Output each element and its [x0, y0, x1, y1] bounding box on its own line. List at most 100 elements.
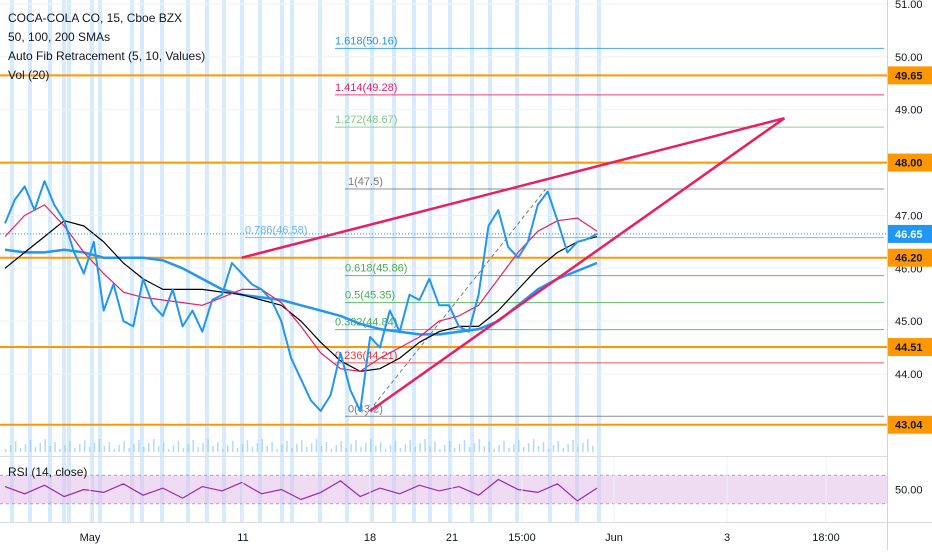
volume-bar	[217, 442, 219, 452]
volume-bar	[59, 449, 61, 452]
volume-bar	[88, 447, 91, 452]
volume-bar	[14, 441, 17, 452]
volume-bar	[118, 445, 120, 452]
volume-bar	[345, 448, 347, 452]
volume-bar	[389, 445, 392, 452]
volume-bar	[557, 441, 560, 452]
session-shade	[428, 0, 432, 456]
x-axis-tick-label: May	[80, 532, 101, 544]
volume-bar	[419, 443, 421, 452]
volume-bar	[172, 445, 175, 452]
volume-bar	[19, 448, 22, 452]
price-tag-label: 46.65	[895, 229, 923, 241]
volume-bar	[261, 439, 264, 452]
volume-bar	[379, 442, 382, 452]
volume-bar	[562, 448, 564, 452]
volume-bar	[227, 445, 229, 452]
volume-bar	[375, 446, 377, 452]
price-tag-label: 48.00	[895, 158, 923, 170]
volume-bar	[296, 444, 298, 452]
volume-bar	[468, 447, 471, 452]
volume-bar	[138, 440, 140, 452]
price-tag	[888, 248, 932, 267]
y-axis-tick-label: 47.00	[895, 210, 923, 222]
volume-bar	[592, 446, 594, 452]
volume-bar	[542, 442, 545, 452]
volume-bar	[74, 448, 76, 452]
session-shade	[318, 0, 322, 456]
volume-bar	[236, 448, 239, 452]
volume-bar	[582, 443, 584, 452]
volume-bar	[305, 447, 308, 452]
volume-bar	[325, 442, 328, 452]
sma-50-line	[4, 204, 598, 372]
volume-bar	[128, 448, 130, 452]
volume-bar	[49, 446, 51, 452]
volume-bar	[182, 448, 185, 452]
session-shade	[98, 0, 102, 456]
price-line	[4, 180, 598, 412]
sma-indicator-label[interactable]: 50, 100, 200 SMAs	[8, 30, 111, 44]
fib-level-label: 0(43.2)	[348, 403, 383, 415]
session-shade	[67, 0, 71, 456]
volume-bar	[83, 440, 86, 452]
fib-level-label: 0.618(45.86)	[345, 263, 407, 275]
pane-divider[interactable]	[0, 456, 887, 457]
volume-bar	[98, 439, 101, 452]
volume-bar	[177, 441, 180, 452]
session-shade	[48, 0, 52, 456]
wedge-upper-trendline[interactable]	[241, 116, 785, 259]
session-shade	[258, 0, 262, 456]
x-axis-tick-label: 18	[364, 532, 376, 544]
volume-bar	[187, 444, 190, 452]
volume-bar	[310, 443, 313, 452]
volume-bar	[113, 449, 116, 452]
session-shade	[240, 0, 244, 456]
price-tag	[888, 66, 932, 85]
symbol-title[interactable]: COCA-COLA CO, 15, Cboe BZX	[8, 11, 183, 25]
volume-bar	[64, 445, 66, 452]
volume-bar	[315, 439, 318, 452]
rsi-indicator-label[interactable]: RSI (14, close)	[8, 465, 88, 479]
price-tag	[888, 338, 932, 357]
price-tag	[888, 224, 932, 243]
volume-indicator-label[interactable]: Vol (20)	[8, 68, 50, 82]
volume-bar	[103, 446, 106, 452]
volume-bar	[483, 446, 486, 452]
x-axis-tick-label: 18:00	[812, 532, 840, 544]
chart-legend: COCA-COLA CO, 15, Cboe BZX 50, 100, 200 …	[8, 9, 205, 85]
fib-indicator-label[interactable]: Auto Fib Retracement (5, 10, Values)	[8, 49, 206, 63]
price-tag	[888, 415, 932, 434]
volume-bar	[231, 441, 234, 452]
volume-bar	[488, 442, 490, 452]
volume-bar	[518, 440, 520, 452]
rsi-line	[4, 478, 598, 502]
volume-bar	[552, 445, 555, 452]
session-shade	[345, 0, 349, 456]
sma-100-line	[4, 220, 598, 372]
volume-bar	[212, 446, 214, 452]
fib-level-label: 0.786(46.58)	[245, 225, 307, 237]
volume-bar	[498, 445, 500, 452]
volume-bar	[493, 449, 495, 452]
volume-bar	[153, 439, 155, 452]
session-shade	[412, 0, 416, 456]
volume-bar	[207, 439, 209, 452]
volume-bar	[473, 443, 476, 452]
volume-bar	[133, 444, 135, 452]
session-shade	[205, 0, 209, 456]
volume-bar	[9, 445, 12, 452]
volume-bar	[409, 440, 412, 452]
wedge-lower-trendline[interactable]	[369, 117, 786, 413]
volume-bar	[330, 449, 333, 452]
price-axis-divider	[887, 0, 888, 550]
rsi-axis-tick-label: 50.00	[895, 485, 923, 497]
volume-bar	[365, 443, 367, 452]
volume-bar	[148, 443, 150, 452]
volume-bar	[404, 444, 407, 452]
price-tag-label: 43.04	[895, 420, 923, 432]
volume-bar	[394, 441, 397, 452]
y-axis-tick-label: 44.00	[895, 369, 923, 381]
x-axis-tick-label: 15:00	[508, 532, 536, 544]
